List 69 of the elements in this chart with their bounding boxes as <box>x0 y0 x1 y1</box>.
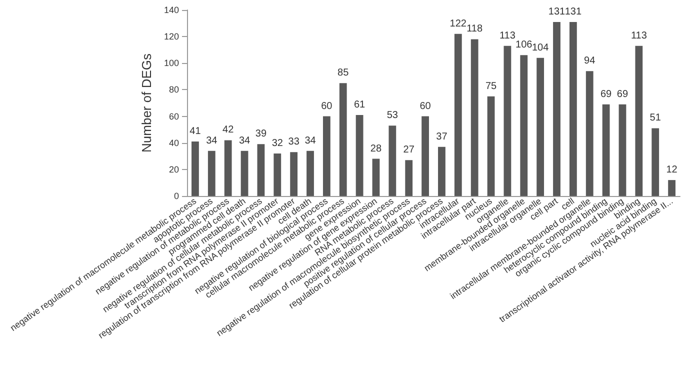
data-label: 113 <box>499 30 516 42</box>
y-tick-label: 100 <box>164 58 179 68</box>
data-label: 118 <box>466 24 483 35</box>
bar <box>192 142 199 196</box>
data-label: 51 <box>650 112 662 124</box>
bar <box>635 46 643 196</box>
bar <box>388 126 396 196</box>
bar <box>602 104 610 196</box>
data-label: 27 <box>403 144 415 156</box>
bar <box>422 116 429 196</box>
data-label: 131 <box>548 6 566 18</box>
bar <box>405 160 413 196</box>
y-tick-label: 0 <box>174 191 179 201</box>
data-label: 106 <box>516 40 533 51</box>
data-label: 32 <box>272 138 284 149</box>
bar <box>668 180 676 196</box>
data-label: 122 <box>450 18 467 30</box>
bar <box>487 96 495 196</box>
y-tick-label: 80 <box>168 84 179 95</box>
bar <box>536 58 544 196</box>
bar <box>257 144 265 196</box>
y-tick-label: 120 <box>164 32 179 42</box>
bar <box>339 83 347 196</box>
data-label: 39 <box>255 128 267 140</box>
bar <box>274 153 282 196</box>
data-label: 42 <box>222 124 234 136</box>
data-label: 12 <box>666 164 678 176</box>
data-label: 41 <box>190 126 202 138</box>
data-label: 104 <box>532 42 550 54</box>
bar <box>553 22 560 196</box>
y-tick-label: 20 <box>168 164 179 174</box>
bar <box>208 150 216 196</box>
bar <box>652 128 660 196</box>
data-label: 94 <box>584 56 596 67</box>
bar <box>454 34 462 196</box>
bar <box>618 104 626 196</box>
data-label: 33 <box>288 136 300 148</box>
y-tick-label: 60 <box>168 111 179 122</box>
data-label: 61 <box>354 99 366 110</box>
bar <box>504 46 512 196</box>
bar <box>470 39 478 196</box>
bar <box>306 150 314 196</box>
data-label: 34 <box>206 135 218 146</box>
data-label: 37 <box>436 131 448 142</box>
data-label: 60 <box>420 100 432 112</box>
bar <box>438 146 446 196</box>
data-label: 113 <box>630 30 648 42</box>
data-label: 53 <box>386 110 398 122</box>
data-label: 131 <box>564 6 582 18</box>
data-label: 85 <box>338 68 350 79</box>
data-label: 69 <box>600 88 612 100</box>
y-axis-title: Number of DEGs <box>139 53 154 152</box>
bar <box>356 114 364 196</box>
bar <box>240 150 248 196</box>
data-label: 28 <box>370 143 382 154</box>
bar <box>372 158 380 196</box>
bar <box>224 140 232 196</box>
bar <box>520 55 528 196</box>
data-label: 69 <box>616 88 628 100</box>
bar <box>569 22 577 196</box>
bar <box>322 116 330 196</box>
y-tick-label: 40 <box>168 138 179 148</box>
data-label: 75 <box>485 80 498 92</box>
data-label: 34 <box>304 135 316 146</box>
data-label: 34 <box>238 135 251 146</box>
bar <box>586 71 594 196</box>
y-tick-label: 140 <box>164 5 179 15</box>
data-label: 60 <box>321 100 333 112</box>
bar <box>290 152 298 196</box>
